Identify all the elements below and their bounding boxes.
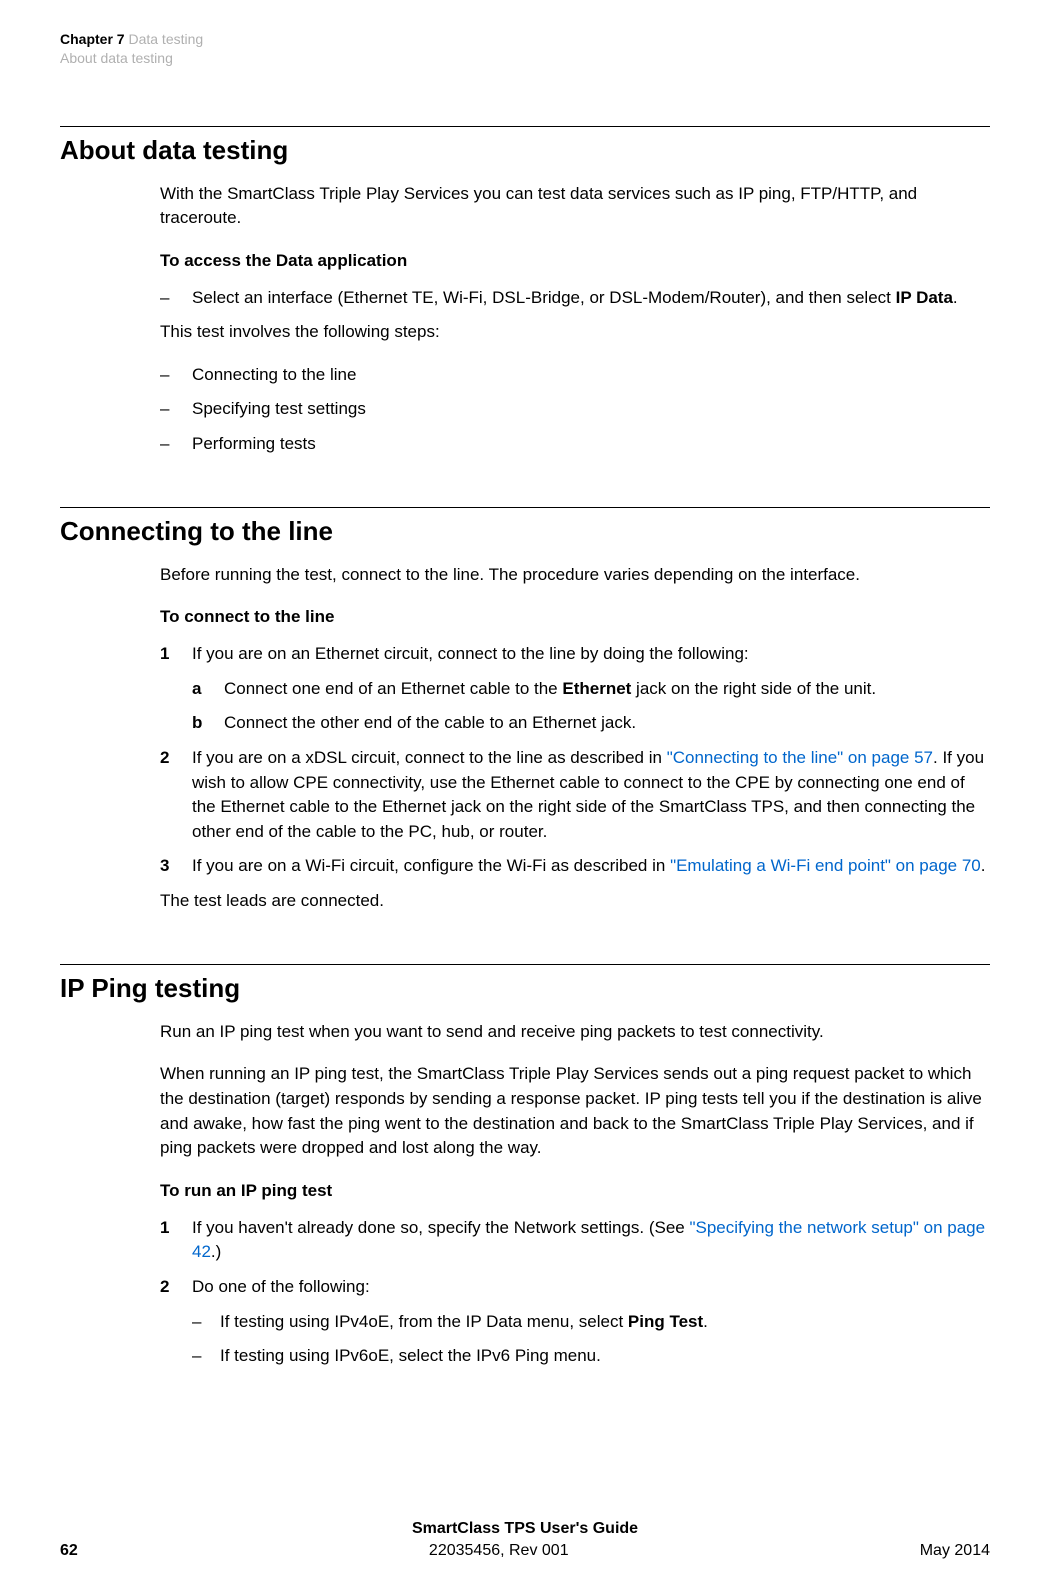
s2-3-post: . (981, 856, 986, 875)
s2-1a-post: jack on the right side of the unit. (631, 679, 876, 698)
step-text: Connecting to the line (192, 363, 990, 388)
step2-text: Do one of the following: (192, 1275, 990, 1300)
dash-marker: – (160, 286, 192, 311)
substep-letter: b (192, 711, 224, 736)
substep-text: If testing using IPv6oE, select the IPv6… (220, 1344, 990, 1369)
access-pre: Select an interface (Ethernet TE, Wi-Fi,… (192, 288, 896, 307)
page-number: 62 (60, 1542, 78, 1560)
chapter-label: Chapter 7 (60, 31, 125, 47)
s2-3-pre: If you are on a Wi-Fi circuit, configure… (192, 856, 670, 875)
step1-text: If you haven't already done so, specify … (192, 1216, 990, 1265)
section2-body: Before running the test, connect to the … (160, 563, 990, 914)
s2-1a-bold: Ethernet (562, 679, 631, 698)
dash-marker: – (192, 1344, 220, 1369)
step3-text: If you are on a Wi-Fi circuit, configure… (192, 854, 990, 879)
chapter-title: Data testing (125, 31, 204, 47)
substep-b: b Connect the other end of the cable to … (192, 711, 990, 736)
numbered-step-3: 3 If you are on a Wi-Fi circuit, configu… (160, 854, 990, 879)
dash-marker: – (192, 1310, 220, 1335)
section1-body: With the SmartClass Triple Play Services… (160, 182, 990, 457)
dash-marker: – (160, 397, 192, 422)
running-header-line1: Chapter 7 Data testing (60, 30, 990, 50)
step-item: – Performing tests (160, 432, 990, 457)
s3-2a-post: . (703, 1312, 708, 1331)
footer-date: May 2014 (920, 1542, 990, 1560)
substep-b-text: Connect the other end of the cable to an… (224, 711, 990, 736)
section-heading-about: About data testing (60, 135, 990, 166)
s3-2a-pre: If testing using IPv4oE, from the IP Dat… (220, 1312, 628, 1331)
step2-text: If you are on a xDSL circuit, connect to… (192, 746, 990, 845)
s2-1a-pre: Connect one end of an Ethernet cable to … (224, 679, 562, 698)
step-number: 3 (160, 854, 192, 879)
page-container: Chapter 7 Data testing About data testin… (0, 0, 1050, 1590)
running-header-line2: About data testing (60, 50, 990, 66)
section3-intro1: Run an IP ping test when you want to sen… (160, 1020, 990, 1045)
s3-1-pre: If you haven't already done so, specify … (192, 1218, 689, 1237)
section-heading-ipping: IP Ping testing (60, 973, 990, 1004)
section-heading-connecting: Connecting to the line (60, 516, 990, 547)
access-item: – Select an interface (Ethernet TE, Wi-F… (160, 286, 990, 311)
section-rule (60, 126, 990, 127)
substep-dash: – If testing using IPv6oE, select the IP… (192, 1344, 990, 1369)
step1-text: If you are on an Ethernet circuit, conne… (192, 642, 990, 667)
substep-text: If testing using IPv4oE, from the IP Dat… (220, 1310, 990, 1335)
cross-ref-link[interactable]: "Connecting to the line" on page 57 (667, 748, 933, 767)
section3-subheading: To run an IP ping test (160, 1179, 990, 1204)
substep-a-text: Connect one end of an Ethernet cable to … (224, 677, 990, 702)
numbered-step-1: 1 If you are on an Ethernet circuit, con… (160, 642, 990, 667)
step-number: 2 (160, 746, 192, 845)
section1-involves: This test involves the following steps: (160, 320, 990, 345)
dash-marker: – (160, 432, 192, 457)
step-number: 2 (160, 1275, 192, 1300)
page-footer: SmartClass TPS User's Guide 62 22035456,… (0, 1520, 1050, 1560)
step-text: Performing tests (192, 432, 990, 457)
section3-body: Run an IP ping test when you want to sen… (160, 1020, 990, 1369)
step-item: – Specifying test settings (160, 397, 990, 422)
substep-a: a Connect one end of an Ethernet cable t… (192, 677, 990, 702)
numbered-step-2: 2 Do one of the following: (160, 1275, 990, 1300)
step-number: 1 (160, 642, 192, 667)
dash-marker: – (160, 363, 192, 388)
numbered-step-2: 2 If you are on a xDSL circuit, connect … (160, 746, 990, 845)
s2-2-pre: If you are on a xDSL circuit, connect to… (192, 748, 667, 767)
footer-row: 62 22035456, Rev 001 May 2014 (60, 1542, 990, 1560)
s3-1-post: .) (211, 1242, 221, 1261)
numbered-step-1: 1 If you haven't already done so, specif… (160, 1216, 990, 1265)
section3-intro2: When running an IP ping test, the SmartC… (160, 1062, 990, 1161)
step-text: Specifying test settings (192, 397, 990, 422)
cross-ref-link[interactable]: "Emulating a Wi-Fi end point" on page 70 (670, 856, 981, 875)
substep-letter: a (192, 677, 224, 702)
footer-title: SmartClass TPS User's Guide (60, 1520, 990, 1538)
footer-docnum: 22035456, Rev 001 (429, 1542, 569, 1560)
step-number: 1 (160, 1216, 192, 1265)
substep-dash: – If testing using IPv4oE, from the IP D… (192, 1310, 990, 1335)
s3-2a-bold: Ping Test (628, 1312, 703, 1331)
access-item-text: Select an interface (Ethernet TE, Wi-Fi,… (192, 286, 990, 311)
access-post: . (953, 288, 958, 307)
section-rule (60, 507, 990, 508)
access-bold: IP Data (896, 288, 953, 307)
section1-intro: With the SmartClass Triple Play Services… (160, 182, 990, 231)
section-rule (60, 964, 990, 965)
section2-subheading: To connect to the line (160, 605, 990, 630)
step-item: – Connecting to the line (160, 363, 990, 388)
section2-closing: The test leads are connected. (160, 889, 990, 914)
section1-subheading: To access the Data application (160, 249, 990, 274)
section2-intro: Before running the test, connect to the … (160, 563, 990, 588)
